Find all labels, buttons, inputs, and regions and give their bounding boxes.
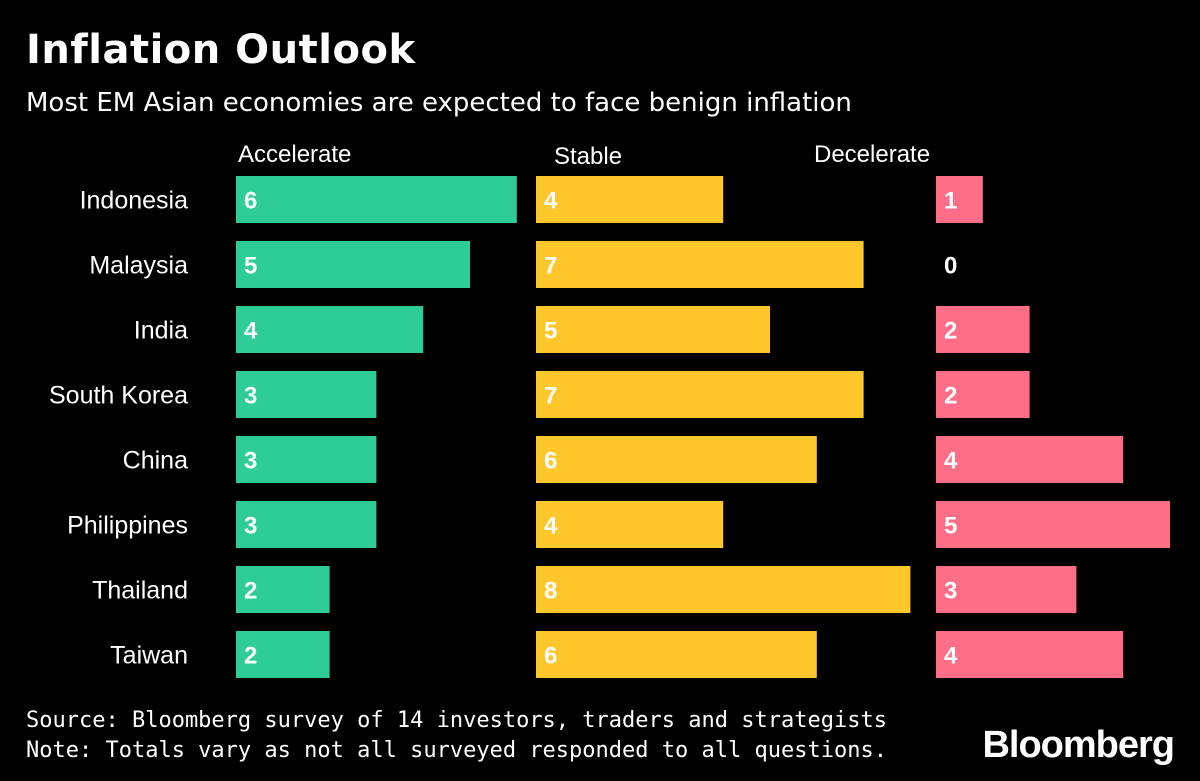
bar-value-label: 2 xyxy=(244,578,257,605)
bar xyxy=(936,566,1077,613)
category-label: Taiwan xyxy=(110,642,188,670)
bar-value-label: 6 xyxy=(544,643,557,670)
bar-value-label: 6 xyxy=(244,188,257,215)
bar xyxy=(236,436,377,483)
bar xyxy=(236,371,377,418)
bar xyxy=(536,371,864,418)
bar xyxy=(936,436,1124,483)
bar-value-label: 5 xyxy=(944,513,957,540)
bar-value-label: 4 xyxy=(544,513,558,540)
bar xyxy=(936,501,1170,548)
category-label: India xyxy=(134,317,188,345)
bar-value-label: 3 xyxy=(244,513,257,540)
bar-value-label: 2 xyxy=(244,643,257,670)
bar-value-label: 7 xyxy=(544,383,557,410)
chart-title: Inflation Outlook xyxy=(26,27,416,73)
bar-value-label: 5 xyxy=(244,253,257,280)
bar-value-label: 2 xyxy=(944,383,957,410)
bar xyxy=(236,176,517,223)
bar-value-label: 2 xyxy=(944,318,957,345)
bar-value-label: 3 xyxy=(244,448,257,475)
category-label: Indonesia xyxy=(80,187,189,215)
bar xyxy=(536,241,864,288)
bar-value-label: 5 xyxy=(544,318,557,345)
bar xyxy=(536,501,724,548)
bar xyxy=(936,306,1030,353)
bar xyxy=(936,176,983,223)
series-header: Stable xyxy=(554,143,622,170)
footer: Source: Bloomberg survey of 14 investors… xyxy=(26,706,887,766)
bar xyxy=(236,501,377,548)
bar-value-label: 4 xyxy=(944,643,958,670)
bar xyxy=(536,566,911,613)
category-label: Philippines xyxy=(67,512,188,540)
category-label: China xyxy=(123,447,188,475)
category-label: Malaysia xyxy=(89,252,188,280)
bar-value-label: 3 xyxy=(244,383,257,410)
bar-value-label: 4 xyxy=(944,448,958,475)
chart-subtitle: Most EM Asian economies are expected to … xyxy=(26,88,852,118)
bar-value-label: 4 xyxy=(544,188,558,215)
bar xyxy=(236,306,424,353)
bar xyxy=(236,566,330,613)
bar xyxy=(936,631,1124,678)
bar-value-label: 7 xyxy=(544,253,557,280)
bar xyxy=(936,371,1030,418)
bar-value-label: 3 xyxy=(944,578,957,605)
bar xyxy=(536,306,770,353)
bar xyxy=(536,436,817,483)
bar-value-label: 6 xyxy=(544,448,557,475)
category-label: South Korea xyxy=(49,382,188,410)
bar-value-label: 8 xyxy=(544,578,557,605)
bar xyxy=(536,176,724,223)
series-header: Decelerate xyxy=(814,141,930,168)
bar xyxy=(236,241,470,288)
bar-value-label: 1 xyxy=(944,188,957,215)
source-note: Source: Bloomberg survey of 14 investors… xyxy=(26,708,887,733)
series-header: Accelerate xyxy=(238,141,351,168)
bloomberg-logo: Bloomberg xyxy=(982,724,1175,766)
footnote: Note: Totals vary as not all surveyed re… xyxy=(26,738,887,763)
bar-value-label: 4 xyxy=(244,318,258,345)
bar xyxy=(536,631,817,678)
bar xyxy=(236,631,330,678)
category-label: Thailand xyxy=(92,577,188,605)
bar-value-label: 0 xyxy=(944,253,957,280)
